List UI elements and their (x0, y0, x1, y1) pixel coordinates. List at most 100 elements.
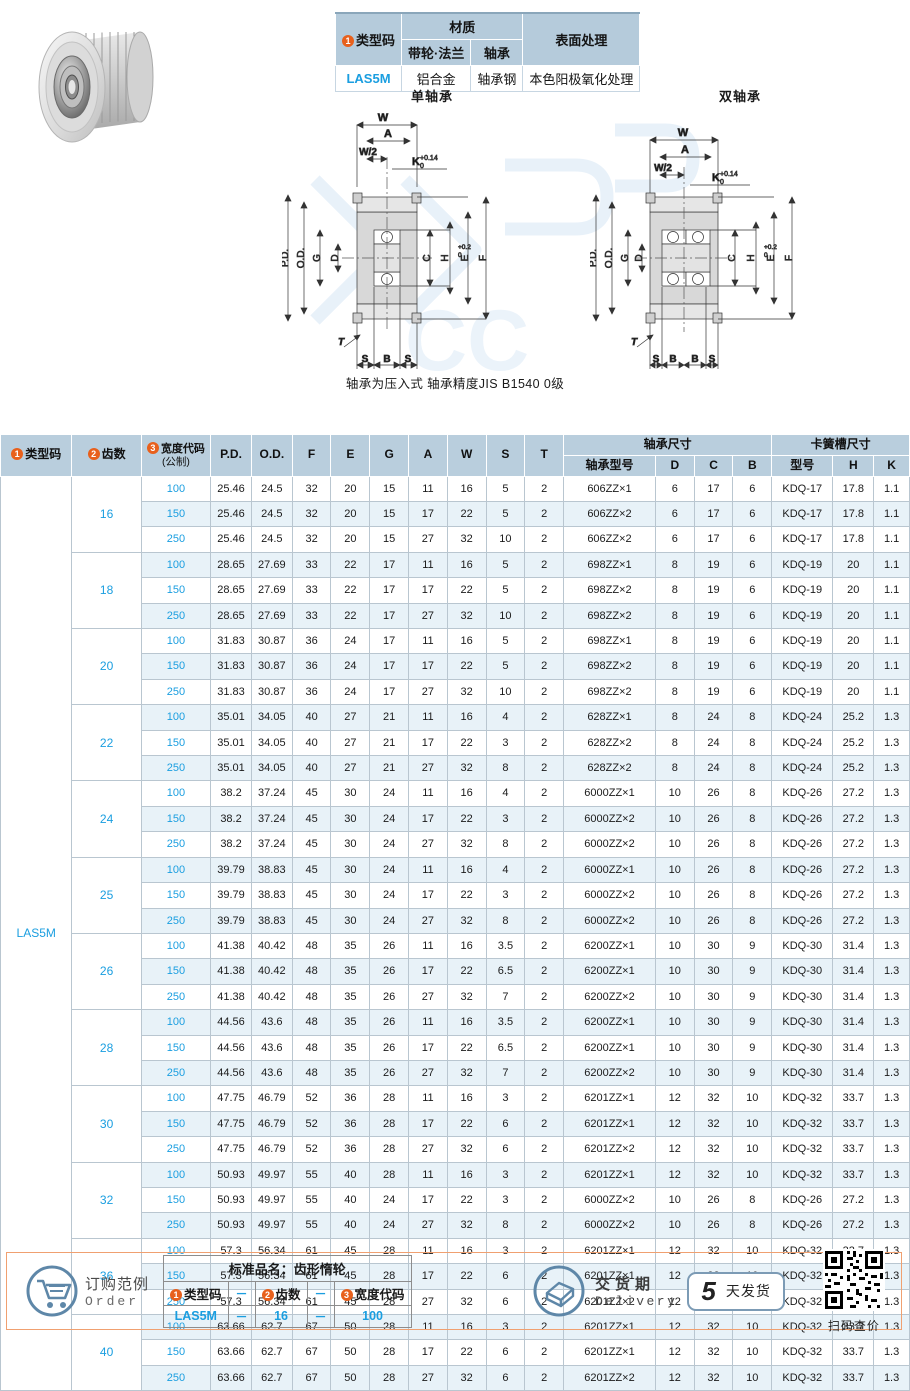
spec-cell-bm: 6201ZZ×2 (563, 1288, 656, 1316)
spec-cell-width-code: 150 (140, 1034, 212, 1061)
spec-cell-t: 2 (524, 628, 565, 655)
table-row: 250 31.83 30.87 36 24 17 27 32 10 2 698ZZ×2 8 19 6 KDQ… (1, 678, 910, 706)
spec-cell-c: 30 (693, 932, 734, 960)
spec-cell-s: 6 (485, 1339, 526, 1366)
spec-cell-t: 2 (524, 958, 565, 985)
spec-cell-t: 2 (524, 602, 565, 630)
spec-cell-h: 27.2 (832, 856, 875, 884)
spec-cell-g: 26 (369, 958, 410, 985)
spec-cell-bm: 6000ZZ×2 (563, 1212, 656, 1239)
spec-cell-ww: 32 (446, 1059, 487, 1087)
material-value-pulley-flange: 铝合金 (401, 65, 472, 92)
spec-cell-od: 46.79 (250, 1085, 293, 1112)
spec-cell-pd: 47.75 (210, 1085, 252, 1112)
spec-cell-g: 17 (369, 628, 410, 655)
table-row: 150 25.46 24.5 32 20 15 17 22 5 2 606ZZ×2 6 17 6 KDQ-1… (1, 500, 910, 528)
spec-cell-g: 21 (369, 729, 410, 757)
spec-cell-pd: 44.56 (210, 1009, 252, 1036)
spec-cell-c: 19 (693, 602, 734, 630)
spec-cell-width-code: 150 (140, 805, 212, 833)
table-row: 150 50.93 49.97 55 40 24 17 22 3 2 6000ZZ×2 10 26 8 KD… (1, 1186, 910, 1214)
spec-cell-pd: 35.01 (210, 729, 252, 757)
spec-cell-a: 27 (408, 1288, 448, 1316)
spec-cell-h: 17.8 (832, 500, 875, 528)
spec-cell-b: 9 (732, 932, 773, 960)
spec-cell-a: 17 (408, 958, 448, 985)
spec-cell-c: 30 (693, 958, 734, 985)
svg-text:T: T (338, 337, 345, 348)
spec-cell-s: 8 (485, 755, 526, 782)
spec-cell-e: 20 (330, 526, 371, 553)
spec-cell-od: 38.83 (250, 856, 293, 884)
spec-header-c: C (693, 454, 734, 477)
spec-cell-sm: KDQ-19 (771, 602, 834, 630)
spec-cell-e: 30 (330, 882, 371, 909)
spec-cell-ww: 16 (446, 1085, 487, 1112)
svg-text:S: S (362, 354, 369, 365)
spec-cell-d: 6 (654, 526, 695, 553)
spec-cell-width-code: 150 (140, 958, 212, 985)
spec-cell-bm: 6200ZZ×2 (563, 1059, 656, 1087)
order-dash-2: － (306, 1280, 335, 1306)
spec-cell-a: 27 (408, 831, 448, 858)
spec-cell-sm: KDQ-26 (771, 805, 834, 833)
svg-text:A: A (384, 128, 392, 140)
spec-header-teeth-label: 齿数 (101, 447, 126, 462)
spec-cell-d: 10 (654, 1059, 695, 1087)
spec-cell-b: 10 (732, 1110, 773, 1138)
spec-cell-h: 27.2 (832, 907, 875, 934)
spec-header-bearing-group: 轴承尺寸 (563, 434, 773, 456)
order-label-en: Order (85, 1294, 140, 1309)
spec-cell-b: 9 (732, 1059, 773, 1087)
spec-cell-bm: 6000ZZ×1 (563, 856, 656, 884)
spec-cell-h: 25.2 (832, 729, 875, 757)
spec-cell-width-code: 250 (140, 755, 212, 782)
spec-cell-bm: 6200ZZ×1 (563, 958, 656, 985)
spec-cell-c: 24 (693, 729, 734, 757)
spec-cell-s: 3 (485, 882, 526, 909)
table-row: 150 35.01 34.05 40 27 21 17 22 3 2 628ZZ×2 8 24 8 KDQ-… (1, 729, 910, 757)
spec-cell-f: 36 (291, 678, 332, 706)
badge-3-order: 3 (340, 1288, 353, 1301)
spec-cell-pd: 63.66 (210, 1339, 252, 1366)
spec-cell-d: 12 (654, 1136, 695, 1163)
spec-cell-bm: 6201ZZ×2 (563, 1136, 656, 1163)
spec-cell-width-code: 250 (140, 526, 212, 553)
svg-text:F: F (784, 255, 795, 261)
spec-header-h: H (832, 454, 875, 477)
spec-cell-s: 5 (485, 653, 526, 680)
spec-cell-pd: 44.56 (210, 1034, 252, 1061)
spec-cell-g: 24 (369, 856, 410, 884)
spec-cell-a: 27 (408, 907, 448, 934)
spec-cell-bm: 628ZZ×2 (563, 729, 656, 757)
spec-cell-d: 10 (654, 1212, 695, 1239)
spec-header-a: A (408, 434, 448, 477)
spec-cell-bm: 698ZZ×2 (563, 602, 656, 630)
spec-cell-pd: 28.65 (210, 551, 252, 579)
spec-cell-t: 2 (524, 704, 565, 731)
spec-cell-h: 27.2 (832, 805, 875, 833)
spec-cell-pd: 25.46 (210, 526, 252, 553)
delivery-days-unit: 天发货 (725, 1283, 771, 1299)
spec-cell-od: 34.05 (250, 729, 293, 757)
qr-block[interactable]: 扫码查价 (822, 1248, 885, 1334)
order-value-teeth: 16 (254, 1304, 308, 1328)
drawing-single-bearing: 单轴承 W A W/2 K +0.14 0 (280, 86, 582, 402)
qr-code-icon[interactable] (822, 1248, 885, 1311)
spec-cell-h: 31.4 (832, 958, 875, 985)
spec-cell-pd: 41.38 (210, 983, 252, 1011)
spec-header-type-code-label: 类型码 (25, 447, 62, 462)
spec-cell-pd: 35.01 (210, 755, 252, 782)
spec-cell-pd: 41.38 (210, 958, 252, 985)
spec-cell-a: 27 (408, 526, 448, 553)
spec-cell-width-code: 250 (140, 983, 212, 1011)
spec-cell-t: 2 (524, 577, 565, 604)
spec-cell-f: 33 (291, 577, 332, 604)
spec-cell-od: 43.6 (250, 1059, 293, 1087)
spec-cell-s: 4 (485, 856, 526, 884)
spec-cell-bm: 606ZZ×2 (563, 500, 656, 528)
spec-header-g: G (369, 434, 410, 477)
spec-header-k: K (873, 454, 910, 477)
spec-cell-pd: 39.79 (210, 907, 252, 934)
svg-text:O.D.: O.D. (296, 248, 307, 269)
